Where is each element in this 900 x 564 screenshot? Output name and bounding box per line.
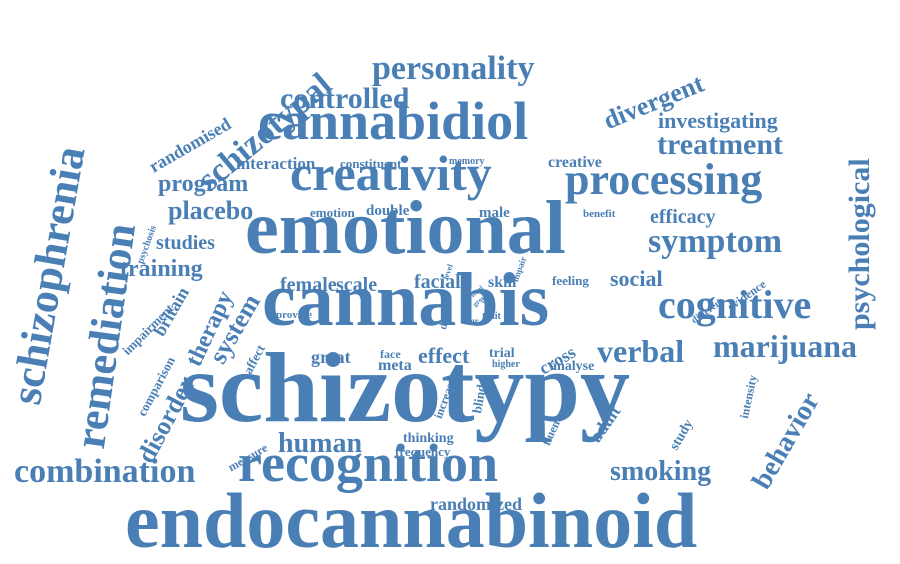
word-creativity: creativity	[290, 145, 492, 201]
word-memory: memory	[449, 156, 485, 167]
word-social: social	[610, 266, 663, 291]
word-controlled: controlled	[280, 82, 410, 115]
word-processing: processing	[565, 155, 763, 204]
word-user: user	[462, 316, 479, 326]
word-investigating: investigating	[658, 108, 778, 133]
word-skill: skill	[488, 274, 517, 291]
word-personality: personality	[372, 50, 535, 87]
word-feeling: feeling	[552, 273, 589, 288]
word-placebo: placebo	[168, 196, 254, 225]
word-emotion: emotion	[310, 205, 355, 220]
word-randomized: randomized	[430, 494, 522, 514]
word-scale: scale	[336, 274, 378, 296]
word-female: female	[280, 274, 337, 296]
word-facial: facial	[414, 271, 461, 293]
word-combination: combination	[14, 453, 196, 490]
word-great: great	[311, 347, 351, 367]
word-double: double	[366, 203, 410, 219]
word-interaction: interaction	[236, 154, 316, 173]
word-provide: provide	[276, 309, 312, 321]
word-study: study	[667, 417, 697, 453]
word-intensity: intensity	[737, 373, 760, 420]
word-human: human	[278, 428, 363, 459]
word-analyse: analyse	[550, 359, 595, 374]
word-marijuana: marijuana	[713, 328, 857, 364]
word-trait: trait	[482, 311, 501, 322]
word-emotional: emotional	[245, 186, 566, 270]
word-thinking: thinking	[403, 431, 454, 446]
word-creative: creative	[548, 154, 602, 171]
word-cognitive: cognitive	[658, 282, 812, 327]
word-training: training	[120, 256, 203, 282]
word-male: male	[479, 205, 510, 221]
word-cannabis: cannabis	[262, 258, 550, 342]
word-higher: higher	[492, 359, 520, 370]
word-constituent: constituent	[340, 156, 402, 171]
word-frequency: frequency	[395, 444, 451, 459]
word-meta: meta	[378, 357, 412, 374]
word-recognition: recognition	[238, 433, 498, 493]
word-smoking: smoking	[610, 456, 712, 487]
word-psychological: psychological	[843, 158, 876, 330]
word-cannabidiol: cannabidiol	[258, 91, 529, 151]
word-studies: studies	[156, 232, 215, 254]
word-benefit: benefit	[583, 208, 616, 220]
word-efficacy: efficacy	[650, 206, 716, 228]
word-behavior: behavior	[746, 387, 827, 495]
word-symptom: symptom	[648, 223, 783, 260]
word-verbal: verbal	[597, 333, 685, 369]
word-treatment: treatment	[657, 128, 784, 161]
word-program: program	[158, 171, 249, 197]
word-schizotypy: schizotypy	[180, 332, 630, 443]
word-effect: effect	[418, 343, 470, 368]
word-face: face	[380, 347, 401, 361]
word-endocannabinoid: endocannabinoid	[125, 477, 698, 564]
word-trial: trial	[489, 346, 515, 361]
